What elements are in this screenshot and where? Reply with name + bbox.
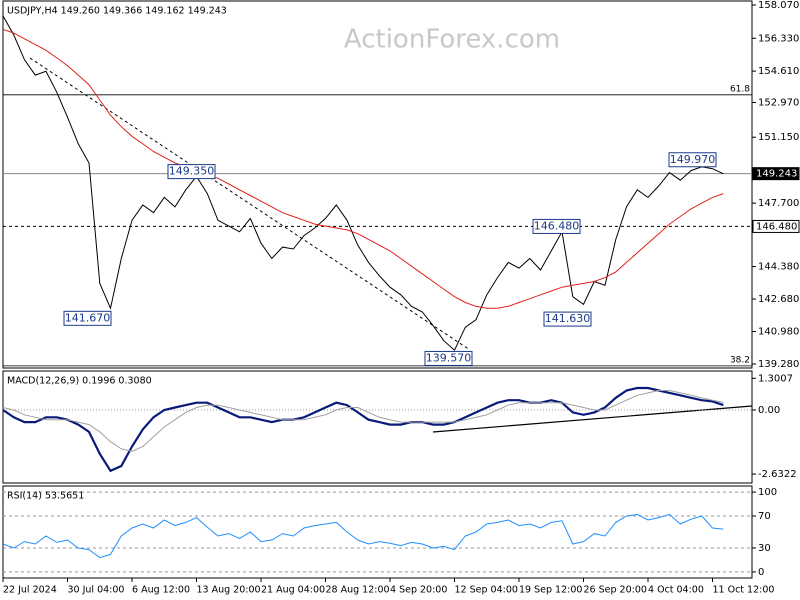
x-tick-label: 12 Sep 04:00 [455, 585, 518, 596]
panel-frame [2, 370, 753, 484]
y-tick-label: 139.280 [758, 359, 799, 370]
y-tick-label: 100 [758, 487, 777, 498]
price-tag-label: 149.243 [756, 169, 797, 180]
series-line [2, 386, 724, 473]
x-tick-label: 4 Sep 20:00 [390, 585, 447, 596]
y-tick-label: 0.00 [758, 405, 780, 416]
x-tick-label: 6 Aug 12:00 [132, 585, 190, 596]
x-tick-label: 4 Oct 04:00 [648, 585, 704, 596]
x-tick-label: 19 Sep 12:00 [519, 585, 582, 596]
panel-frame [2, 485, 753, 579]
series-line [2, 390, 724, 452]
y-tick-label: 158.070 [758, 0, 799, 11]
y-tick-label: 70 [758, 511, 771, 522]
y-tick-label: 0 [758, 567, 764, 578]
annotation-label: 139.570 [426, 351, 472, 364]
y-tick-label: 142.680 [758, 294, 799, 305]
fib-label: 38.2 [730, 355, 750, 365]
y-tick-label: -2.6322 [758, 469, 797, 480]
trend-line [29, 57, 471, 351]
x-tick-label: 26 Sep 20:00 [584, 585, 647, 596]
annotation-label: 146.480 [534, 219, 580, 232]
x-tick-label: 28 Aug 12:00 [326, 585, 390, 596]
annotation-box [532, 218, 581, 234]
trend-line [432, 405, 753, 433]
annotation-label: 141.630 [545, 312, 591, 325]
annotation-label: 149.970 [670, 153, 716, 166]
series-line [2, 28, 724, 309]
y-tick-label: 152.970 [758, 97, 799, 108]
x-tick-label: 11 Oct 12:00 [713, 585, 775, 596]
annotation-box [167, 164, 216, 180]
y-tick-label: 147.700 [758, 198, 799, 209]
annotation-label: 141.670 [65, 311, 111, 324]
x-tick-label: 21 Aug 04:00 [261, 585, 325, 596]
panel-frame [2, 0, 753, 369]
x-tick-label: 30 Jul 04:00 [68, 585, 125, 596]
price-tag-label: 146.480 [756, 221, 797, 232]
y-tick-label: 151.150 [758, 132, 799, 143]
panel-title: RSI(14) 53.5651 [7, 491, 84, 502]
y-tick-label: 30 [758, 543, 771, 554]
x-tick-label: 22 Jul 2024 [3, 585, 57, 596]
annotation-box [63, 310, 112, 326]
annotation-box [543, 311, 592, 327]
panel-title: MACD(12,26,9) 0.1996 0.3080 [7, 376, 152, 387]
y-tick-label: 144.380 [758, 262, 799, 273]
annotation-box [424, 350, 473, 366]
y-tick-label: 154.610 [758, 66, 799, 77]
watermark: ActionForex.com [344, 25, 560, 55]
y-tick-label: 140.980 [758, 327, 799, 338]
y-tick-label: 1.3007 [758, 373, 793, 384]
x-tick-label: 13 Aug 20:00 [197, 585, 261, 596]
series-line [2, 15, 724, 352]
fib-label: 61.8 [730, 84, 750, 94]
y-tick-label: 156.330 [758, 33, 799, 44]
panel-title: USDJPY,H4 149.260 149.366 149.162 149.24… [7, 6, 227, 17]
annotation-box [668, 152, 717, 168]
price-tag [752, 167, 800, 181]
series-line [2, 513, 724, 559]
price-tag [752, 219, 800, 233]
annotation-label: 149.350 [169, 165, 215, 178]
